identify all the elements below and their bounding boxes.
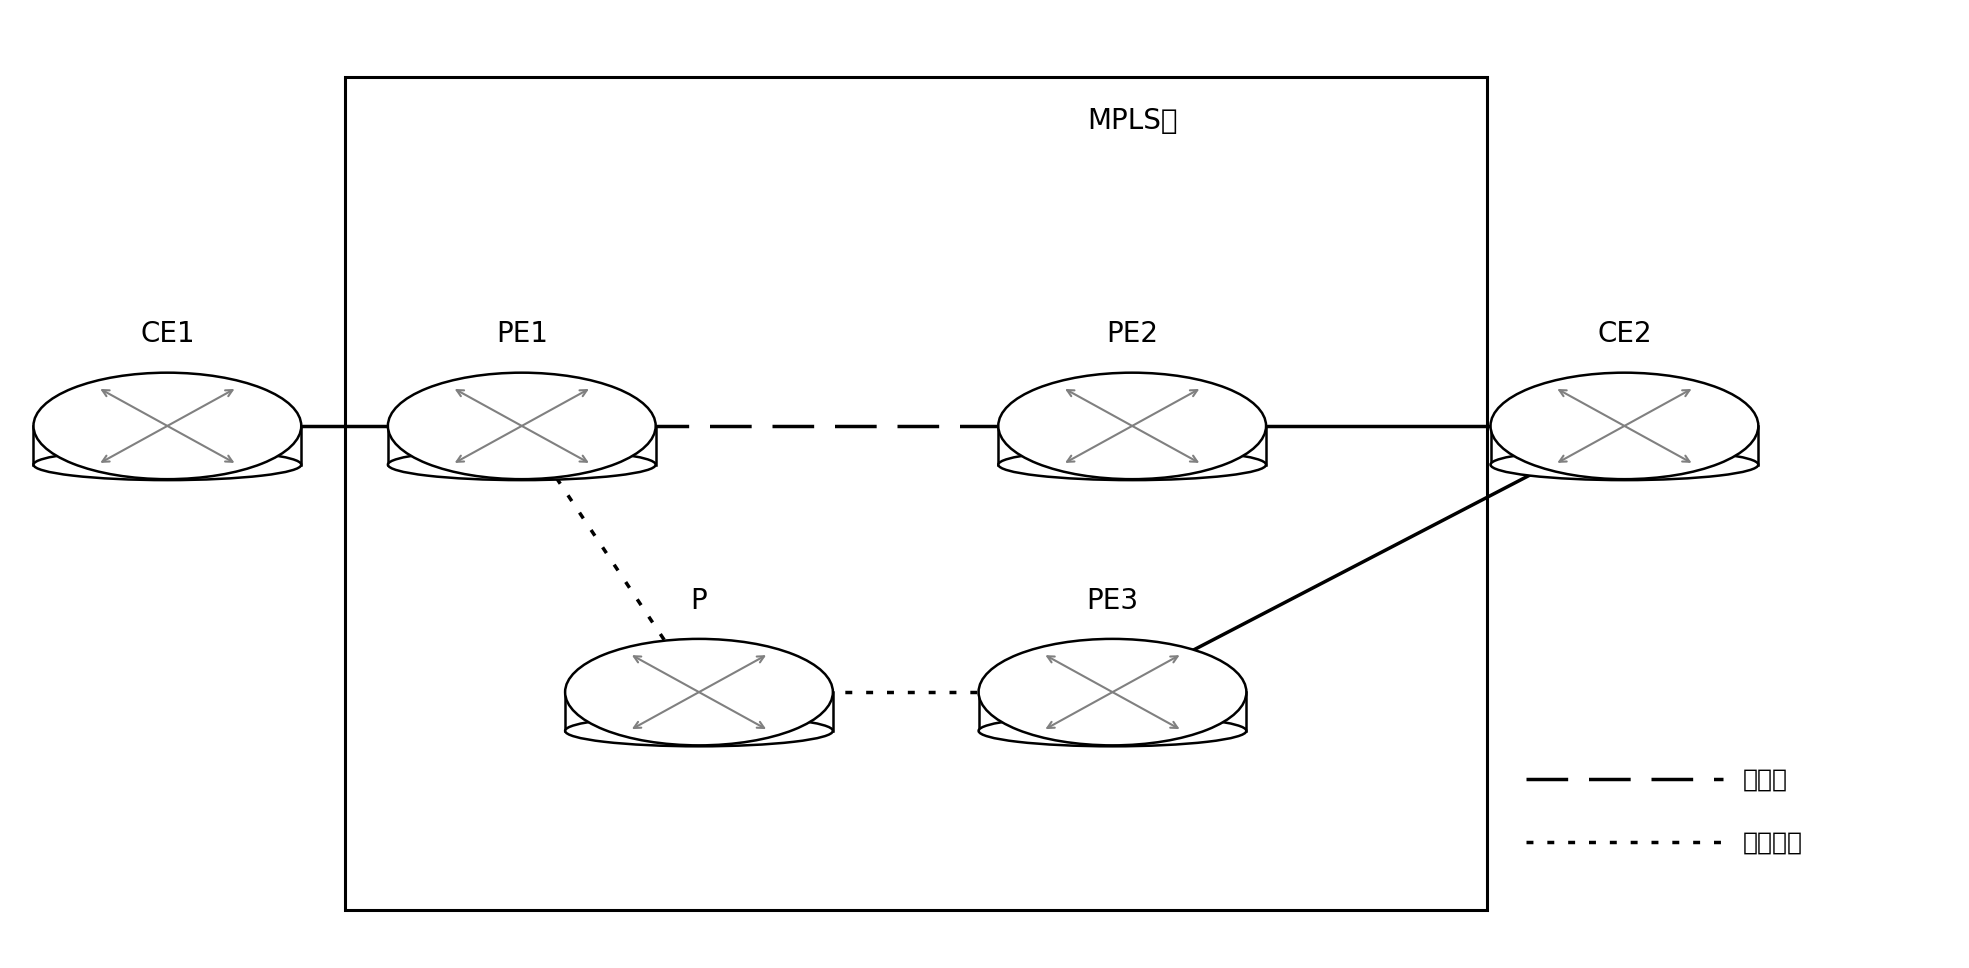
Polygon shape: [998, 426, 1266, 465]
Text: CE2: CE2: [1597, 320, 1652, 348]
Polygon shape: [565, 692, 833, 731]
Text: PE1: PE1: [496, 320, 547, 348]
Ellipse shape: [565, 639, 833, 745]
Ellipse shape: [979, 639, 1246, 745]
Polygon shape: [1491, 426, 1758, 465]
Text: PE2: PE2: [1107, 320, 1158, 348]
Ellipse shape: [388, 449, 656, 480]
Ellipse shape: [1491, 449, 1758, 480]
Ellipse shape: [998, 373, 1266, 479]
Ellipse shape: [33, 373, 301, 479]
Ellipse shape: [565, 715, 833, 746]
Text: MPLS域: MPLS域: [1087, 107, 1177, 135]
Bar: [345, 77, 1487, 910]
Ellipse shape: [388, 373, 656, 479]
Text: 备份链路: 备份链路: [1743, 831, 1802, 854]
Polygon shape: [979, 692, 1246, 731]
Ellipse shape: [1491, 373, 1758, 479]
Text: 主链路: 主链路: [1743, 768, 1788, 791]
Text: PE3: PE3: [1087, 587, 1138, 615]
Text: P: P: [691, 587, 707, 615]
Ellipse shape: [33, 449, 301, 480]
Polygon shape: [388, 426, 656, 465]
Ellipse shape: [979, 715, 1246, 746]
Polygon shape: [33, 426, 301, 465]
Ellipse shape: [998, 449, 1266, 480]
Text: CE1: CE1: [140, 320, 195, 348]
